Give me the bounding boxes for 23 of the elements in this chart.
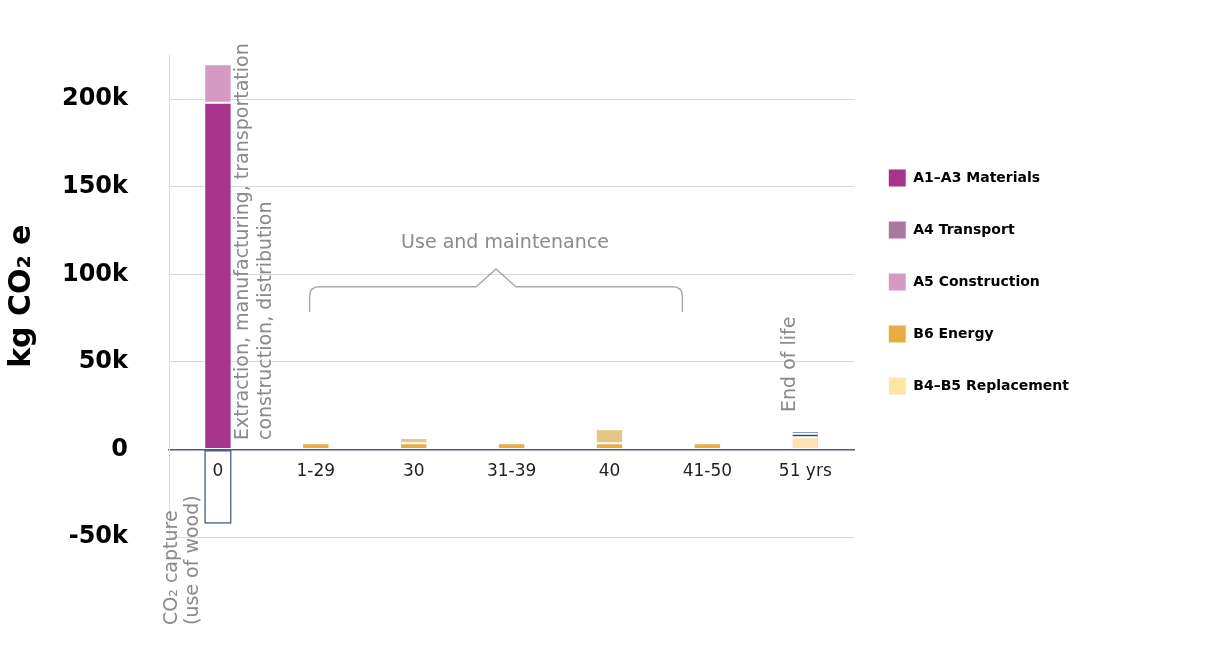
annotation: Extraction, manufacturing, transportation construction, distribution [229, 43, 275, 440]
annotation: CO₂ capture (use of wood) [158, 495, 202, 625]
x-tick-label: 51 yrs [778, 460, 832, 481]
y-axis-title: kg CO₂ e [1, 224, 37, 368]
x-tick-label: 0 [212, 460, 224, 481]
legend-label: A1–A3 Materials [913, 168, 1041, 185]
y-tick-label: -50k [68, 521, 130, 550]
legend-label: B6 Energy [913, 324, 994, 341]
x-tick-label: 41-50 [682, 460, 733, 481]
legend-label: A5 Construction [913, 272, 1040, 289]
x-tick-label: 31-39 [486, 460, 537, 481]
annotation: End of life [776, 316, 799, 412]
x-tick-label: 1-29 [296, 460, 336, 481]
y-tick-label: 200k [61, 83, 130, 112]
y-tick-label: 50k [78, 346, 130, 375]
y-tick-label: 100k [61, 258, 130, 287]
x-tick-label: 30 [402, 460, 425, 481]
legend-label: A4 Transport [913, 220, 1015, 237]
annotation: Use and maintenance [401, 229, 609, 252]
legend-label: B4–B5 Replacement [913, 376, 1070, 393]
y-tick-label: 150k [61, 170, 130, 199]
x-tick-label: 40 [598, 460, 621, 481]
y-tick-label: 0 [111, 433, 128, 462]
